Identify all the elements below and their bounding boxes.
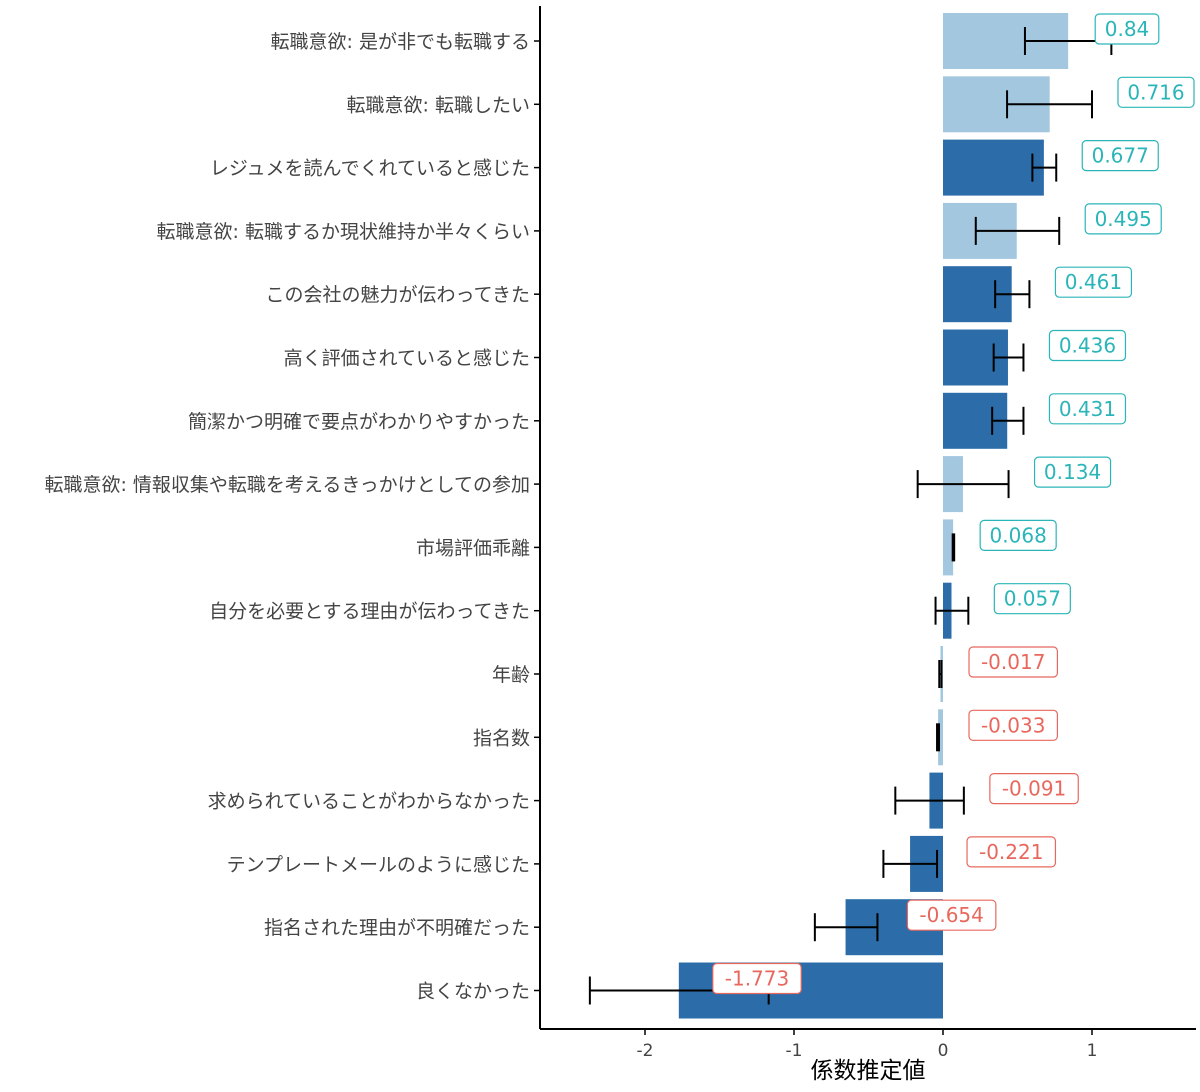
- error-bar: [994, 280, 1031, 309]
- value-label-box: [1081, 140, 1159, 172]
- value-label: 0.431: [1048, 393, 1127, 425]
- value-label-text: -0.654: [919, 903, 983, 927]
- value-label-box: [1048, 393, 1127, 425]
- value-label: -0.654: [906, 899, 997, 931]
- category-label: この会社の魅力が伝わってきた: [266, 284, 530, 306]
- value-label-text: 0.057: [1004, 587, 1061, 611]
- value-label-text: 0.431: [1059, 397, 1116, 421]
- value-label: 0.068: [979, 519, 1057, 552]
- error-bar: [934, 596, 970, 625]
- value-label-box: [712, 962, 802, 995]
- category-label: 指名数: [473, 727, 530, 749]
- value-label-text: -0.091: [1002, 777, 1066, 801]
- category-label: 年齢: [492, 664, 530, 686]
- category-label: テンプレートメールのように感じた: [227, 854, 530, 876]
- value-label: -0.033: [968, 709, 1059, 741]
- value-label-text: 0.495: [1095, 207, 1152, 231]
- value-label-box: [966, 836, 1057, 868]
- value-label-box: [1054, 266, 1133, 298]
- error-bar: [951, 533, 956, 562]
- category-label: 良くなかった: [416, 981, 530, 1003]
- value-label-text: -0.033: [981, 713, 1045, 737]
- category-label: レジュメを読んでくれていると感じた: [210, 158, 530, 180]
- error-bar: [1006, 90, 1093, 119]
- value-label-box: [968, 709, 1059, 741]
- value-label-box: [1094, 13, 1160, 45]
- value-label: 0.057: [993, 583, 1071, 615]
- category-label: 転職意欲: 是が非でも転職する: [271, 31, 530, 53]
- value-label: 0.677: [1081, 140, 1159, 172]
- value-label: -0.221: [966, 836, 1057, 868]
- category-label: 高く評価されていると感じた: [284, 348, 530, 370]
- value-label-text: 0.461: [1065, 270, 1122, 294]
- error-bar: [882, 849, 939, 878]
- value-label-text: 0.068: [990, 523, 1047, 547]
- value-label: 0.461: [1054, 266, 1133, 298]
- value-label-text: 0.436: [1059, 334, 1116, 358]
- x-tick-label: 0: [938, 1041, 949, 1061]
- value-label-box: [906, 899, 997, 931]
- value-label-box: [989, 772, 1079, 805]
- category-label: 市場評価乖離: [416, 537, 530, 559]
- value-label-box: [979, 519, 1057, 552]
- value-label: 0.495: [1084, 203, 1162, 235]
- bar: [943, 519, 954, 576]
- value-label-text: -0.221: [979, 840, 1043, 864]
- x-tick-label: -2: [637, 1041, 654, 1061]
- value-label-text: -1.773: [725, 967, 789, 991]
- value-label-box: [1084, 203, 1162, 235]
- value-label-text: -0.017: [981, 650, 1045, 674]
- error-bar: [992, 343, 1025, 372]
- error-bar: [813, 913, 879, 942]
- value-label: 0.716: [1117, 76, 1195, 108]
- category-label: 転職意欲: 転職するか現状維持か半々くらい: [157, 221, 530, 243]
- error-bar: [936, 723, 940, 752]
- bar: [938, 709, 943, 766]
- category-label: 転職意欲: 情報収集や転職を考えるきっかけとしての参加: [44, 474, 530, 496]
- value-label: 0.436: [1048, 329, 1127, 362]
- category-label: 自分を必要とする理由が伝わってきた: [209, 601, 530, 623]
- value-label-box: [1033, 456, 1112, 488]
- error-bar: [916, 470, 1010, 499]
- x-axis-title: 係数推定値: [811, 1058, 926, 1084]
- value-label: 0.84: [1094, 13, 1160, 45]
- category-label: 求められていることがわからなかった: [208, 791, 530, 813]
- x-tick-label: 1: [1087, 1041, 1098, 1061]
- category-label: 簡潔かつ明確で要点がわかりやすかった: [188, 411, 530, 433]
- error-bar: [974, 216, 1061, 245]
- value-label: -0.091: [989, 772, 1079, 805]
- error-bar: [894, 786, 965, 815]
- value-label: 0.134: [1033, 456, 1112, 488]
- error-bar: [1031, 153, 1058, 182]
- value-label-box: [1117, 76, 1195, 108]
- value-label-box: [968, 646, 1059, 678]
- error-bar: [991, 406, 1025, 435]
- value-label-box: [993, 583, 1071, 615]
- value-label: -1.773: [712, 962, 802, 995]
- error-bar: [938, 660, 943, 688]
- value-label-text: 0.716: [1127, 80, 1184, 104]
- x-tick-label: -1: [786, 1041, 803, 1061]
- value-label-box: [1048, 329, 1127, 362]
- value-label-text: 0.677: [1092, 144, 1149, 168]
- value-label-text: 0.134: [1044, 460, 1101, 484]
- bar: [943, 139, 1044, 196]
- category-label: 転職意欲: 転職したい: [347, 94, 530, 116]
- category-label: 指名された理由が不明確だった: [264, 917, 530, 939]
- value-label: -0.017: [968, 646, 1059, 678]
- value-label-text: 0.84: [1105, 17, 1150, 41]
